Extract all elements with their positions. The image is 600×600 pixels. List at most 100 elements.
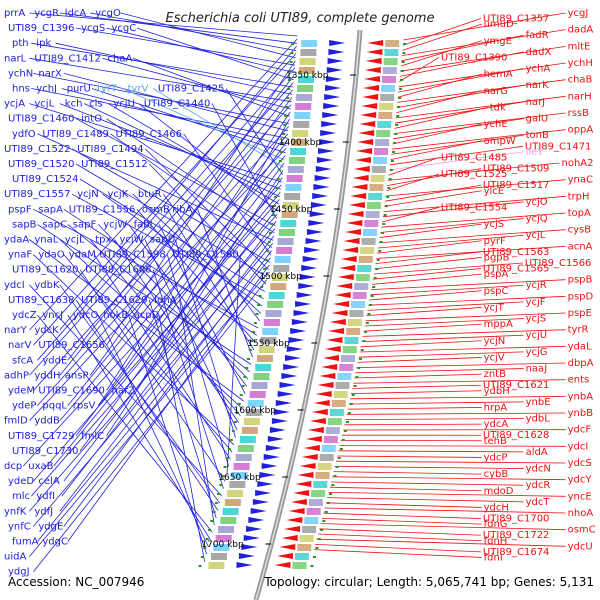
feature-tile — [383, 58, 398, 65]
leader-line — [102, 57, 291, 110]
reverse-feature-mark — [360, 112, 377, 118]
gene-label: ycgJ — [568, 8, 589, 19]
leader-line — [315, 544, 481, 553]
leader-line — [398, 62, 566, 88]
forward-feature-mark — [304, 247, 321, 253]
gene-label: ynaL — [34, 235, 58, 246]
gene-label: tpx — [95, 235, 111, 246]
gene-label: ycjN — [77, 189, 99, 200]
feature-tile — [337, 373, 352, 380]
leader-line — [33, 279, 268, 572]
gene-label: ydbK — [34, 280, 60, 291]
leader-line — [75, 162, 285, 437]
track-dot — [250, 340, 254, 342]
track-dot — [246, 358, 250, 360]
forward-feature-mark — [259, 472, 276, 478]
leader-line — [333, 471, 482, 475]
leader-line — [391, 134, 524, 155]
leader-line — [383, 195, 566, 212]
leader-line — [338, 450, 524, 453]
track-dot — [317, 538, 321, 540]
reverse-feature-mark — [347, 211, 364, 217]
track-dot — [347, 412, 351, 414]
feature-tile — [290, 148, 307, 155]
leader-line — [381, 207, 439, 223]
leader-line — [33, 199, 280, 482]
leader-line — [122, 88, 285, 161]
track-dot — [357, 367, 361, 369]
gene-label: UTI89_C1485 — [441, 152, 508, 163]
track-dot — [399, 79, 403, 81]
gene-label: ydbH — [484, 386, 510, 397]
gene-label: ipk — [36, 38, 51, 49]
track-dot — [392, 151, 396, 153]
gene-label: pspB — [568, 275, 593, 286]
feature-tile — [294, 553, 309, 560]
feature-tile — [245, 409, 262, 416]
gene-label: UTI89_C1656 — [38, 340, 105, 351]
feature-tile — [370, 175, 385, 182]
track-dot — [208, 529, 212, 531]
leader-line — [321, 518, 482, 525]
track-dot — [205, 538, 209, 540]
leader-line — [352, 384, 481, 389]
leader-line — [29, 148, 287, 421]
reverse-feature-mark — [322, 355, 339, 361]
gene-label: UTI89_C1522 — [4, 144, 71, 155]
forward-feature-mark — [250, 508, 267, 514]
gene-label: ylcE — [484, 186, 505, 197]
reverse-feature-mark — [365, 58, 382, 64]
track-dot — [243, 376, 247, 378]
gene-label: chaB — [568, 75, 593, 86]
feature-tile — [296, 94, 313, 101]
feature-tile — [222, 508, 239, 515]
leader-line — [351, 390, 482, 394]
leader-line — [390, 140, 482, 160]
leader-line — [394, 101, 524, 124]
feature-tile — [262, 328, 279, 335]
track-dot — [267, 241, 271, 243]
gene-label: fmlD — [4, 416, 28, 427]
gene-label: ompW — [484, 136, 516, 147]
gene-label: nohA2 — [562, 158, 594, 169]
track-dot — [403, 43, 407, 45]
gene-label: ycjN — [484, 336, 506, 347]
feature-tile — [377, 121, 392, 128]
forward-feature-mark — [306, 229, 323, 235]
leader-line — [354, 373, 482, 379]
gene-label: ycjT — [484, 302, 505, 313]
reverse-feature-mark — [299, 463, 316, 469]
track-dot — [268, 232, 272, 234]
gene-label: UTI89_C1621 — [483, 380, 550, 391]
gene-label: pspD — [568, 291, 594, 302]
gene-label: ycjU — [526, 330, 548, 341]
feature-tile — [301, 40, 318, 47]
gene-label: UTI89_C1566 — [525, 258, 592, 269]
gene-label: fdnH — [484, 536, 508, 547]
gene-label: UTI89_C1554 — [441, 202, 508, 213]
leader-line — [79, 178, 265, 292]
gene-label: UTI89_C1729 — [8, 431, 75, 442]
gene-label: UTI89_C1556 — [69, 204, 136, 215]
reverse-feature-mark — [309, 418, 326, 424]
leader-line — [79, 269, 226, 482]
gene-label: ydgE — [38, 521, 63, 532]
leader-line — [371, 273, 482, 285]
leader-line — [367, 301, 524, 311]
forward-feature-mark — [326, 67, 343, 73]
gene-label: ydeD — [8, 476, 34, 487]
track-dot — [275, 187, 279, 189]
leader-line — [382, 201, 524, 218]
track-dot — [278, 160, 282, 162]
leader-line — [401, 29, 566, 56]
forward-feature-mark — [261, 463, 278, 469]
gene-label: acnA — [568, 241, 593, 252]
gene-label: UTI89_C1690 — [38, 386, 105, 397]
gene-label: ychE — [484, 119, 508, 130]
gene-label: ileY — [526, 147, 545, 158]
gene-label: umuD — [484, 19, 514, 30]
feature-tile — [249, 391, 266, 398]
leader-line — [120, 12, 296, 59]
leader-line — [148, 163, 267, 285]
gene-label: UTI89_C1517 — [483, 180, 550, 191]
